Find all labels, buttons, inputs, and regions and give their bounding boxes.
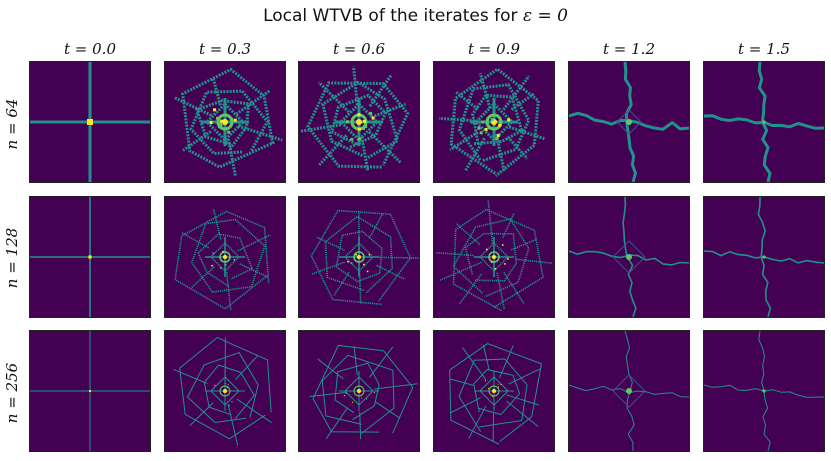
column-title-t1: t = 0.3 [199,40,251,58]
column-title-t2: t = 0.6 [333,40,385,58]
heatmap-image [299,62,419,182]
heatmap-image [299,197,419,317]
heatmap-panel-n128-t5 [703,196,825,318]
title-text: Local WTVB of the iterates for [263,6,523,26]
heatmap-image [434,62,554,182]
heatmap-panel-n64-t1 [164,61,286,183]
heatmap-panel-n128-t1 [164,196,286,318]
heatmap-image [30,197,150,317]
figure-title: Local WTVB of the iterates for ε = 0 [0,6,831,26]
heatmap-panel-n128-t3 [433,196,555,318]
column-title-t0: t = 0.0 [64,40,116,58]
column-title-t5: t = 1.5 [738,40,790,58]
title-epsilon: ε = 0 [522,6,568,26]
row-label-n256: n = 256 [3,362,21,424]
heatmap-panel-n128-t2 [298,196,420,318]
row-label-n64: n = 64 [3,98,21,150]
heatmap-image [434,197,554,317]
heatmap-panel-n256-t5 [703,330,825,452]
heatmap-image [299,331,419,451]
heatmap-panel-n256-t3 [433,330,555,452]
heatmap-panel-n128-t4 [568,196,690,318]
heatmap-panel-n64-t4 [568,61,690,183]
heatmap-image [434,331,554,451]
heatmap-image [569,197,689,317]
heatmap-image [704,62,824,182]
heatmap-panel-n256-t4 [568,330,690,452]
heatmap-image [165,331,285,451]
heatmap-image [30,331,150,451]
column-title-t4: t = 1.2 [603,40,655,58]
heatmap-panel-n64-t5 [703,61,825,183]
heatmap-image [30,62,150,182]
heatmap-panel-n64-t2 [298,61,420,183]
heatmap-image [165,197,285,317]
heatmap-image [569,62,689,182]
row-label-n128: n = 128 [3,227,21,289]
heatmap-panel-n64-t0 [29,61,151,183]
heatmap-panel-n64-t3 [433,61,555,183]
heatmap-image [165,62,285,182]
column-title-t3: t = 0.9 [468,40,520,58]
heatmap-panel-n128-t0 [29,196,151,318]
heatmap-panel-n256-t1 [164,330,286,452]
heatmap-image [704,331,824,451]
heatmap-panel-n256-t0 [29,330,151,452]
heatmap-panel-n256-t2 [298,330,420,452]
heatmap-image [569,331,689,451]
heatmap-image [704,197,824,317]
